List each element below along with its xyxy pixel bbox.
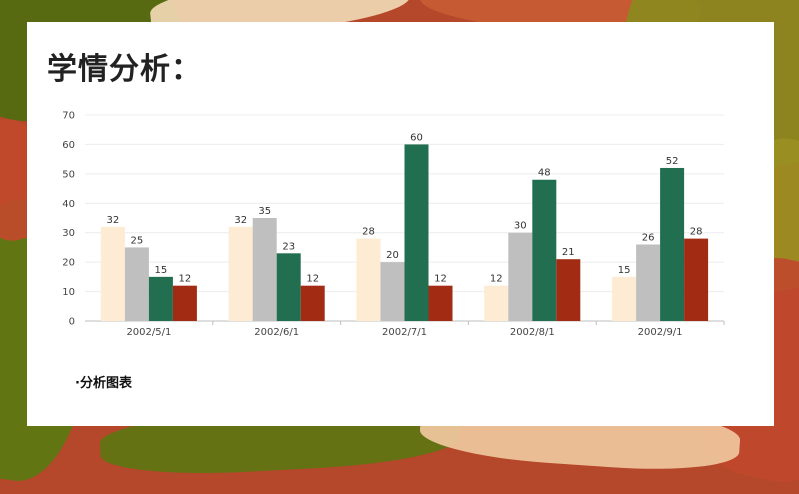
y-tick-label: 50 (62, 169, 75, 180)
data-label: 26 (642, 232, 655, 243)
bar (660, 167, 685, 321)
bar (276, 253, 301, 321)
data-label: 12 (490, 274, 503, 285)
chart-caption: ·分析图表 (75, 376, 132, 391)
x-tick-label: 2002/7/1 (382, 327, 427, 338)
bar (172, 285, 197, 321)
y-tick-label: 20 (62, 258, 75, 269)
bar (300, 285, 325, 321)
data-label: 12 (179, 274, 192, 285)
data-label: 32 (107, 215, 120, 226)
bar (484, 285, 509, 321)
data-label: 21 (562, 247, 575, 258)
bar (428, 285, 453, 321)
bar (252, 218, 277, 321)
page-title: 学情分析： (47, 52, 202, 87)
data-label: 60 (410, 132, 423, 143)
data-label: 32 (234, 215, 247, 226)
slide-card: 学情分析： 0 10 20 30 40 50 60 70 32 25 15 12 2002/5/1 32 3… (27, 22, 774, 426)
y-tick-label: 10 (62, 287, 75, 298)
data-label: 25 (131, 235, 144, 246)
data-label: 28 (690, 227, 703, 238)
data-label: 15 (618, 265, 631, 276)
bar-chart: 0 10 20 30 40 50 60 70 32 25 15 12 2002/5/1 32 35 23 12 2… (27, 22, 774, 426)
x-tick-label: 2002/9/1 (638, 327, 683, 338)
bar (356, 238, 381, 321)
data-label: 35 (258, 206, 271, 217)
bar (556, 259, 581, 321)
bar (124, 247, 149, 321)
data-label: 23 (282, 241, 295, 252)
data-label: 52 (666, 156, 679, 167)
y-tick-label: 70 (62, 111, 75, 122)
y-tick-label: 30 (62, 228, 75, 239)
data-label: 30 (514, 221, 527, 232)
x-tick-label: 2002/5/1 (126, 327, 171, 338)
bar (508, 232, 533, 321)
bar (148, 276, 173, 321)
bar (612, 276, 637, 321)
bar (532, 179, 557, 321)
bar (228, 226, 253, 321)
data-label: 28 (362, 227, 375, 238)
chart-svg: 0 10 20 30 40 50 60 70 32 25 15 12 2002/5/1 32 35 23 12 2… (62, 111, 725, 338)
bar (380, 262, 405, 321)
data-label: 15 (155, 265, 168, 276)
data-label: 12 (434, 274, 447, 285)
y-tick-label: 60 (62, 140, 75, 151)
data-label: 20 (386, 250, 399, 261)
y-tick-label: 0 (69, 317, 75, 328)
x-tick-label: 2002/8/1 (510, 327, 555, 338)
bar (404, 144, 429, 321)
bar (100, 226, 125, 321)
x-tick-label: 2002/6/1 (254, 327, 299, 338)
bar (684, 238, 709, 321)
data-label: 12 (306, 274, 319, 285)
bar (636, 244, 661, 321)
y-tick-label: 40 (62, 199, 75, 210)
data-label: 48 (538, 168, 551, 179)
